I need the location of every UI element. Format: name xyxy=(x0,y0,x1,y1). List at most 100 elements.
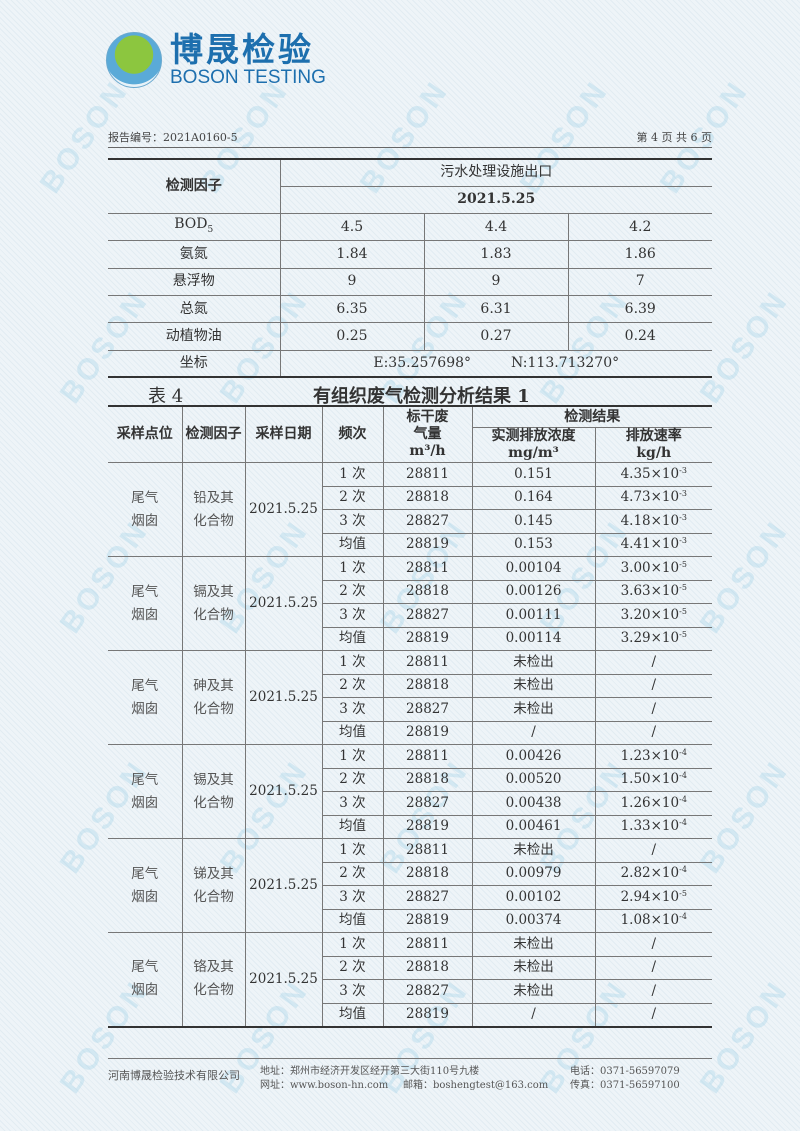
rate-mantissa: 3.20×10 xyxy=(620,606,680,623)
logo-emblem-icon xyxy=(106,32,162,88)
factor-label: 铬及其化合物 xyxy=(193,959,234,999)
rate-mantissa: 2.82×10 xyxy=(620,865,680,882)
flow-value: 28811 xyxy=(382,650,473,675)
rate-mantissa: 1.50×10 xyxy=(620,771,680,788)
table-row: 2 次 28818 未检出 / xyxy=(108,673,712,699)
emission-rate: 4.41×10-3 xyxy=(594,532,712,558)
rate-exponent: -3 xyxy=(679,536,687,546)
footer-phone: 电话：0371-56597079 xyxy=(570,1066,680,1077)
sample-date: 2021.5.25 xyxy=(244,744,323,840)
factor-label: 动植物油 xyxy=(165,327,222,344)
concentration: 未检出 xyxy=(471,979,596,1004)
factor-subscript: 5 xyxy=(207,224,214,235)
emission-rate: / xyxy=(594,979,712,1004)
frequency: 均值 xyxy=(322,908,384,934)
rate-exponent: -4 xyxy=(679,794,687,804)
flow-value: 28819 xyxy=(382,626,473,652)
frequency: 均值 xyxy=(322,532,384,558)
location-header: 污水处理设施出口 xyxy=(279,158,712,187)
emission-rate: 3.00×10-5 xyxy=(594,556,712,581)
frequency: 1 次 xyxy=(321,650,384,675)
emission-rate: 4.73×10-3 xyxy=(594,485,712,511)
flow-value: 28827 xyxy=(382,509,473,534)
value-cell: 4.5 xyxy=(279,213,425,242)
table-row: 3 次 28827 0.00111 3.20×10-5 xyxy=(108,603,712,628)
factor-name: BOD5 xyxy=(108,213,281,242)
coord-n: N:113.713270° xyxy=(511,354,620,371)
rate-mantissa: 2.94×10 xyxy=(620,888,680,905)
flow-value: 28819 xyxy=(382,532,473,558)
footer: 河南博晟检验技术有限公司 地址：郑州市经济开发区经开第三大街110号九楼 网址：… xyxy=(108,1058,712,1091)
conc-label: 实测排放浓度 xyxy=(491,428,576,445)
table-row: 尾气烟囱 铬及其化合物 2021.5.25 1 次 28811 未检出 / xyxy=(108,932,712,1028)
coord-value: E:35.257698° N:113.713270° xyxy=(279,349,712,378)
frequency: 1 次 xyxy=(321,838,384,863)
rate-mantissa: 4.35×10 xyxy=(620,465,680,482)
frequency: 3 次 xyxy=(322,885,384,910)
rate-exponent: -4 xyxy=(679,771,687,781)
table-row: 均值 28819 0.00374 1.08×10-4 xyxy=(108,908,712,934)
report-number: 报告编号：2021A0160-5 xyxy=(108,131,238,144)
point-label: 尾气烟囱 xyxy=(131,865,159,905)
rate-mantissa: 3.63×10 xyxy=(620,583,680,600)
frequency: 2 次 xyxy=(322,767,384,793)
exhaust-gas-results-table: 采样点位 检测因子 采样日期 频次 标干废气量 m³/h 检测结果 实测排放浓度 m… xyxy=(108,405,712,1028)
factor-label: 砷及其化合物 xyxy=(193,677,234,717)
table-row: 均值 28819 0.00114 3.29×10-5 xyxy=(108,626,712,652)
table-row: 氨氮 1.84 1.83 1.86 xyxy=(108,240,712,269)
flow-value: 28818 xyxy=(382,861,473,887)
rate-mantissa: / xyxy=(651,677,657,694)
concentration: 0.00374 xyxy=(471,908,596,934)
sample-point: 尾气烟囱 xyxy=(108,462,183,558)
emission-rate: / xyxy=(594,673,712,699)
rate-mantissa: 3.00×10 xyxy=(620,559,680,576)
concentration: 0.00438 xyxy=(471,791,596,816)
table-row: 3 次 28827 未检出 / xyxy=(108,979,712,1004)
table-title: 有组织废气检测分析结果 1 xyxy=(313,386,530,407)
concentration: 0.00104 xyxy=(471,556,596,581)
table-row: 3 次 28827 0.00102 2.94×10-5 xyxy=(108,885,712,910)
value-cell: 6.39 xyxy=(567,294,712,324)
table-row: 动植物油 0.25 0.27 0.24 xyxy=(108,322,712,351)
value-cell: 6.35 xyxy=(279,294,425,324)
flow-value: 28811 xyxy=(382,744,473,769)
value-cell: 6.31 xyxy=(423,294,569,324)
rate-exponent: -5 xyxy=(679,606,687,616)
value-cell: 1.83 xyxy=(423,240,569,269)
factor-name: 氨氮 xyxy=(108,240,281,269)
flow-value: 28818 xyxy=(382,485,473,511)
water-results-table: 检测因子 污水处理设施出口 2021.5.25 BOD5 4.5 4.4 4.2 氨氮 1… xyxy=(108,158,712,379)
date-header: 2021.5.25 xyxy=(280,185,712,215)
emission-rate: 2.82×10-4 xyxy=(594,861,712,887)
flow-value: 28811 xyxy=(382,462,473,487)
point-label: 尾气烟囱 xyxy=(131,583,159,623)
table-row: 3 次 28827 0.00438 1.26×10-4 xyxy=(108,791,712,816)
factor-label: 铅及其化合物 xyxy=(193,489,234,529)
test-factor: 砷及其化合物 xyxy=(181,650,246,746)
sample-point: 尾气烟囱 xyxy=(108,838,183,934)
emission-rate: / xyxy=(594,838,712,863)
concentration: 未检出 xyxy=(471,697,596,722)
table-number: 表 4 xyxy=(148,386,184,407)
flow-value: 28811 xyxy=(382,838,473,863)
conc-unit: mg/m³ xyxy=(508,445,559,462)
table-row: 悬浮物 9 9 7 xyxy=(108,267,712,296)
table-row: 均值 28819 0.153 4.41×10-3 xyxy=(108,532,712,558)
emission-rate: / xyxy=(594,1002,712,1028)
concentration: / xyxy=(471,720,596,746)
factor-header: 检测因子 xyxy=(108,158,281,215)
emission-rate: / xyxy=(594,720,712,746)
flow-value: 28818 xyxy=(382,955,473,981)
emission-rate: / xyxy=(594,697,712,722)
value-cell: 4.2 xyxy=(567,213,712,242)
point-label: 尾气烟囱 xyxy=(131,959,159,999)
rate-unit: kg/h xyxy=(636,445,672,462)
frequency: 1 次 xyxy=(321,556,384,581)
frequency: 均值 xyxy=(322,720,384,746)
rate-mantissa: / xyxy=(651,841,657,858)
table-row: 尾气烟囱 砷及其化合物 2021.5.25 1 次 28811 未检出 / xyxy=(108,650,712,746)
test-factor: 镉及其化合物 xyxy=(181,556,246,652)
concentration: 未检出 xyxy=(471,673,596,699)
rate-mantissa: 3.29×10 xyxy=(620,630,680,647)
factor-label: 总氮 xyxy=(179,300,208,317)
